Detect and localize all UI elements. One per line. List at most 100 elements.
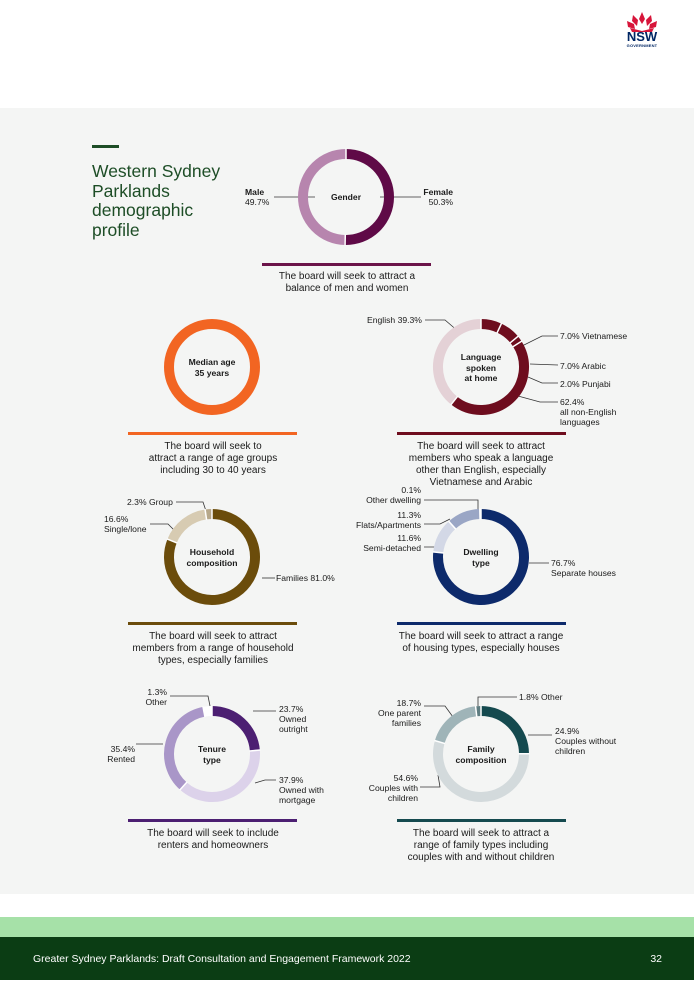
english-label: English 39.3% — [367, 315, 422, 325]
donut-segment-punjabi — [510, 336, 522, 347]
donut-segment-vietnamese — [480, 319, 502, 333]
donut-segment-other — [203, 706, 213, 717]
language-center-label: Language spoken at home — [446, 352, 516, 384]
logo-government-text: GOVERNMENT — [626, 43, 658, 48]
center-line: Language — [460, 352, 502, 362]
segment-separator — [202, 706, 206, 718]
leader-arabic — [529, 363, 559, 366]
donut-segment-separate-houses — [433, 509, 529, 605]
caption-line: members who speak a language — [408, 453, 554, 464]
with-label: Couples with — [368, 783, 418, 793]
median-age-caption: The board will seek to attract a range o… — [108, 441, 318, 477]
mortgage-label-2: mortgage — [279, 795, 316, 805]
tenure-caption-bar — [128, 819, 297, 822]
donut-family — [433, 705, 530, 802]
leader-tenure-other — [170, 695, 211, 707]
center-line: Tenure — [197, 744, 226, 754]
tenure-other-label: Other — [145, 697, 168, 707]
caption-line: including 30 to 40 years — [160, 465, 266, 476]
donut-tenure — [164, 705, 261, 802]
segment-separator — [447, 520, 457, 530]
household-center-label: Household composition — [172, 547, 252, 568]
caption-line: The board will seek to attract a — [412, 828, 550, 839]
leader-oneparent — [424, 705, 454, 718]
segment-separator — [179, 781, 188, 791]
segment-separator — [474, 705, 478, 717]
without-label: Couples without — [555, 736, 617, 746]
leader-with — [420, 774, 441, 788]
center-line: Dwelling — [463, 547, 499, 557]
separate-label: Separate houses — [551, 568, 616, 578]
center-line: Household — [189, 547, 235, 557]
donut-segment-arabic — [496, 323, 518, 343]
title-rule — [92, 145, 119, 148]
page-number: 32 — [650, 953, 662, 965]
donut-language — [433, 318, 529, 415]
family-caption-bar — [397, 819, 566, 822]
semi-label: Semi-detached — [363, 543, 421, 553]
gender-center-label: Gender — [330, 192, 362, 202]
segment-separator — [434, 739, 446, 745]
nonenglish-label: all non-English — [560, 407, 617, 417]
single-label: Single/lone — [104, 524, 147, 534]
language-caption-bar — [397, 432, 566, 435]
donut-segment-semi-detached — [433, 521, 456, 554]
single-value: 16.6% — [104, 514, 129, 524]
donut-segment-one-parent-families — [434, 706, 477, 744]
segment-separator — [204, 508, 208, 520]
household-caption-bar — [128, 622, 297, 625]
tenure-other-value: 1.3% — [147, 687, 167, 697]
donut-segment-flats-apartments — [448, 509, 481, 529]
dwelling-center-label: Dwelling type — [446, 547, 516, 568]
outright-value: 23.7% — [279, 704, 304, 714]
household-caption: The board will seek to attract members f… — [103, 631, 323, 667]
segment-separator — [450, 395, 459, 406]
gender-caption-bar — [262, 263, 431, 266]
leader-punjabi — [527, 376, 558, 384]
donut-segment-male — [298, 149, 347, 245]
tenure-caption: The board will seek to include renters a… — [103, 828, 323, 852]
family-other-label: 1.8% Other — [519, 692, 563, 702]
other-dwelling-value: 0.1% — [401, 485, 421, 495]
family-caption: The board will seek to attract a range o… — [371, 828, 591, 864]
center-line: at home — [464, 373, 498, 383]
caption-line: range of family types including — [413, 840, 549, 851]
caption-line: of housing types, especially houses — [402, 643, 560, 654]
rented-value: 35.4% — [110, 744, 135, 754]
other-dwelling-label: Other dwelling — [366, 495, 421, 505]
donut-segment-all-non-english-languages — [451, 341, 529, 415]
punjabi-label: 2.0% Punjabi — [560, 379, 611, 389]
dwelling-caption-bar — [397, 622, 566, 625]
leader-nonenglish — [517, 395, 558, 403]
caption-line: renters and homeowners — [157, 840, 269, 851]
donut-segment-english — [433, 319, 482, 405]
leader-single — [150, 523, 175, 531]
mortgage-label: Owned with — [279, 785, 324, 795]
donut-segment-female — [345, 149, 394, 245]
with-value: 54.6% — [393, 773, 418, 783]
segment-separator — [166, 538, 178, 544]
dwelling-caption: The board will seek to attract a range o… — [371, 631, 591, 655]
female-value: 50.3% — [428, 197, 453, 207]
oneparent-label-2: families — [391, 718, 421, 728]
caption-line: The board will seek to attract a range — [398, 631, 564, 642]
flats-value: 11.3% — [397, 510, 421, 520]
donut-segment-owned-outright — [211, 706, 260, 752]
outright-label: Owned — [279, 714, 307, 724]
center-line: Family — [467, 744, 495, 754]
nonenglish-value: 62.4% — [560, 397, 585, 407]
donut-household — [164, 508, 260, 605]
caption-line: members from a range of household — [132, 643, 294, 654]
caption-line: The board will seek to — [164, 441, 262, 452]
segment-separator — [249, 749, 261, 752]
caption-line: The board will seek to attract — [149, 631, 277, 642]
center-line: composition — [186, 557, 238, 568]
mortgage-value: 37.9% — [279, 775, 304, 785]
caption-line: couples with and without children — [407, 852, 555, 863]
median-age-caption-bar — [128, 432, 297, 435]
caption-line: types, especially families — [157, 655, 269, 666]
caption-line: balance of men and women — [285, 283, 409, 294]
donut-segment-owned-with-mortgage — [180, 750, 260, 802]
oneparent-label: One parent — [378, 708, 421, 718]
oneparent-value: 18.7% — [396, 698, 421, 708]
